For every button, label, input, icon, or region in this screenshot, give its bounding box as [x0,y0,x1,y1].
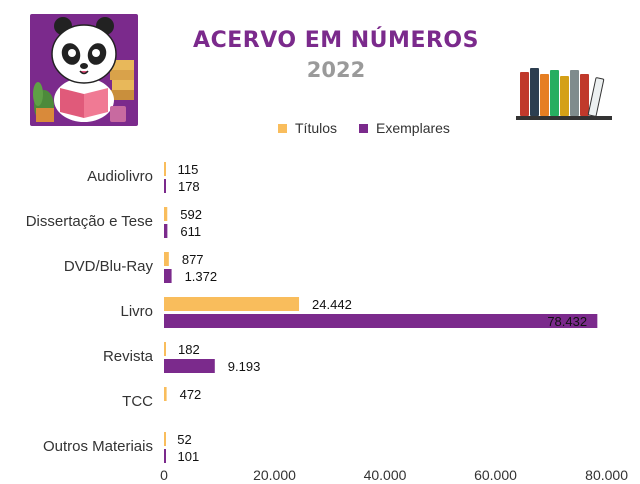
bar-titulos-audiolivro [164,162,166,176]
bar-chart: Audiolivro 115 178 Dissertação e Tese 592 611… [26,162,628,483]
data-label-exemplares-livro: 78.432 [547,314,587,329]
category-label-revista: Revista [103,348,154,365]
category-label-dvd-blu-ray: DVD/Blu-Ray [64,258,154,275]
chart-title: ACERVO EM NÚMEROS [193,28,479,53]
legend-label-titulos: Títulos [295,120,338,136]
bar-titulos-tcc [164,387,167,401]
bar-exemplares-audiolivro [164,179,166,193]
panda-reading-icon [33,17,134,122]
x-tick-label-4: 80.000 [585,467,628,483]
data-label-exemplares-dissertacao-e-tese: 611 [180,224,201,239]
data-label-titulos-livro: 24.442 [312,297,352,312]
x-tick-label-1: 20.000 [253,467,296,483]
legend-label-exemplares: Exemplares [376,120,450,136]
data-label-exemplares-revista: 9.193 [228,359,261,374]
category-label-audiolivro: Audiolivro [87,168,153,185]
bar-titulos-dvd-blu-ray [164,252,169,266]
books-shelf-icon [516,68,612,120]
bar-titulos-outros-materiais [164,432,166,446]
data-label-exemplares-audiolivro: 178 [178,179,200,194]
data-label-exemplares-outros-materiais: 101 [178,449,200,464]
data-label-titulos-revista: 182 [178,342,200,357]
bar-exemplares-livro [164,314,598,328]
data-label-exemplares-dvd-blu-ray: 1.372 [185,269,218,284]
x-tick-label-0: 0 [160,467,168,483]
bar-exemplares-outros-materiais [164,449,166,463]
mascot-banner [30,14,138,126]
bar-exemplares-revista [164,359,215,373]
category-label-livro: Livro [120,303,153,320]
bar-exemplares-dvd-blu-ray [164,269,172,283]
category-label-dissertacao-e-tese: Dissertação e Tese [26,213,153,230]
legend-swatch-titulos [278,123,287,133]
legend: Títulos Exemplares [278,120,450,136]
legend-swatch-exemplares [359,123,369,133]
x-tick-label-3: 60.000 [474,467,517,483]
data-label-titulos-audiolivro: 115 [178,162,199,177]
x-tick-label-2: 40.000 [364,467,407,483]
data-label-titulos-outros-materiais: 52 [177,432,191,447]
bar-titulos-dissertacao-e-tese [164,207,168,221]
data-label-titulos-tcc: 472 [180,387,202,402]
category-label-tcc: TCC [122,393,153,410]
chart-subtitle: 2022 [306,58,366,82]
category-label-outros-materiais: Outros Materiais [43,438,153,455]
data-label-titulos-dvd-blu-ray: 877 [182,252,204,267]
bar-titulos-livro [164,297,300,311]
data-label-titulos-dissertacao-e-tese: 592 [180,207,202,222]
legend-item-exemplares: Exemplares [359,120,450,136]
bar-exemplares-dissertacao-e-tese [164,224,168,238]
legend-item-titulos: Títulos [278,120,337,136]
bar-titulos-revista [164,342,166,356]
